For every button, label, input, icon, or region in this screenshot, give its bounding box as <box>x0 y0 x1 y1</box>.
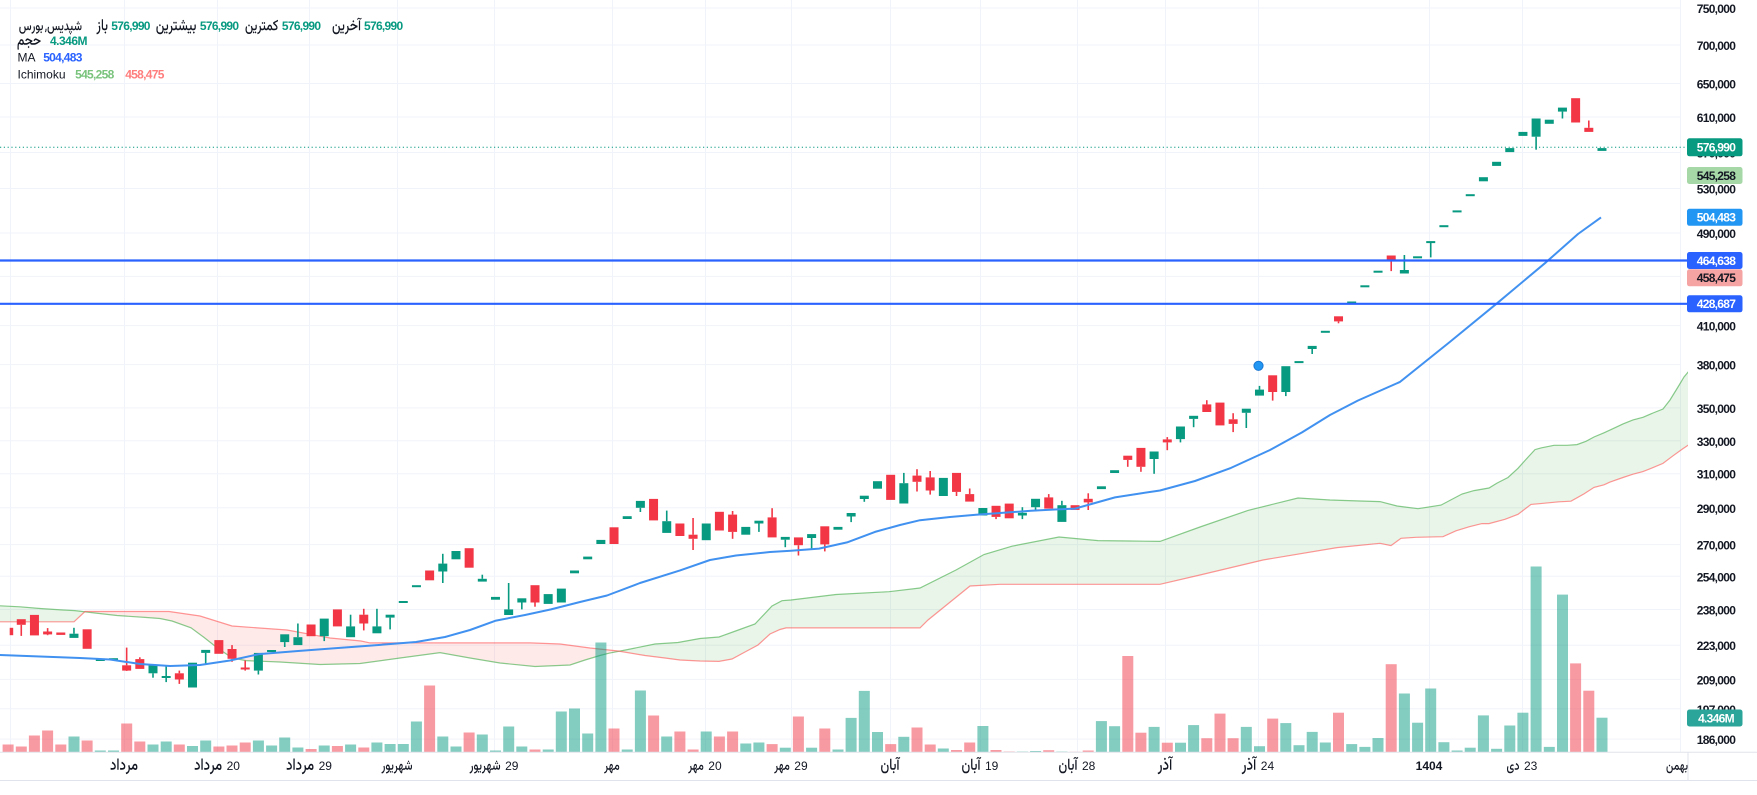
svg-text:490,000: 490,000 <box>1697 227 1737 241</box>
svg-text:209,000: 209,000 <box>1697 673 1737 687</box>
svg-text:576,990: 576,990 <box>111 19 151 33</box>
svg-text:576,990: 576,990 <box>364 19 404 33</box>
svg-text:254,000: 254,000 <box>1697 570 1737 584</box>
svg-text:20: 20 <box>227 759 241 773</box>
svg-text:20: 20 <box>708 759 722 773</box>
svg-text:1404: 1404 <box>1416 759 1443 773</box>
svg-text:530,000: 530,000 <box>1697 183 1737 197</box>
svg-text:238,000: 238,000 <box>1697 604 1737 618</box>
svg-text:464,638: 464,638 <box>1697 254 1737 268</box>
svg-text:458,475: 458,475 <box>1697 271 1737 285</box>
svg-text:750,000: 750,000 <box>1697 2 1737 16</box>
svg-text:458,475: 458,475 <box>125 68 165 82</box>
svg-text:4.346M: 4.346M <box>50 34 88 48</box>
svg-text:28: 28 <box>1082 759 1096 773</box>
svg-text:186,000: 186,000 <box>1697 733 1737 747</box>
svg-text:29: 29 <box>794 759 808 773</box>
svg-text:576,990: 576,990 <box>200 19 240 33</box>
svg-text:MA: MA <box>18 50 36 64</box>
svg-text:290,000: 290,000 <box>1697 502 1737 516</box>
svg-text:4.346M: 4.346M <box>1698 711 1735 725</box>
svg-text:545,258: 545,258 <box>75 68 115 82</box>
svg-text:270,000: 270,000 <box>1697 539 1737 553</box>
svg-text:410,000: 410,000 <box>1697 320 1737 334</box>
svg-text:223,000: 223,000 <box>1697 639 1737 653</box>
svg-text:700,000: 700,000 <box>1697 39 1737 53</box>
svg-text:428,687: 428,687 <box>1697 297 1737 311</box>
svg-text:310,000: 310,000 <box>1697 468 1737 482</box>
svg-text:29: 29 <box>505 759 519 773</box>
svg-text:576,990: 576,990 <box>282 19 322 33</box>
svg-text:350,000: 350,000 <box>1697 402 1737 416</box>
svg-text:504,483: 504,483 <box>43 50 83 64</box>
svg-text:380,000: 380,000 <box>1697 359 1737 373</box>
svg-text:24: 24 <box>1261 759 1275 773</box>
svg-text:650,000: 650,000 <box>1697 78 1737 92</box>
svg-text:545,258: 545,258 <box>1697 169 1737 183</box>
svg-text:19: 19 <box>985 759 999 773</box>
svg-text:610,000: 610,000 <box>1697 111 1737 125</box>
svg-text:29: 29 <box>319 759 333 773</box>
svg-text:576,990: 576,990 <box>1697 141 1737 155</box>
svg-text:330,000: 330,000 <box>1697 435 1737 449</box>
svg-text:504,483: 504,483 <box>1697 211 1737 225</box>
svg-text:23: 23 <box>1524 759 1538 773</box>
svg-text:Ichimoku: Ichimoku <box>18 68 66 82</box>
